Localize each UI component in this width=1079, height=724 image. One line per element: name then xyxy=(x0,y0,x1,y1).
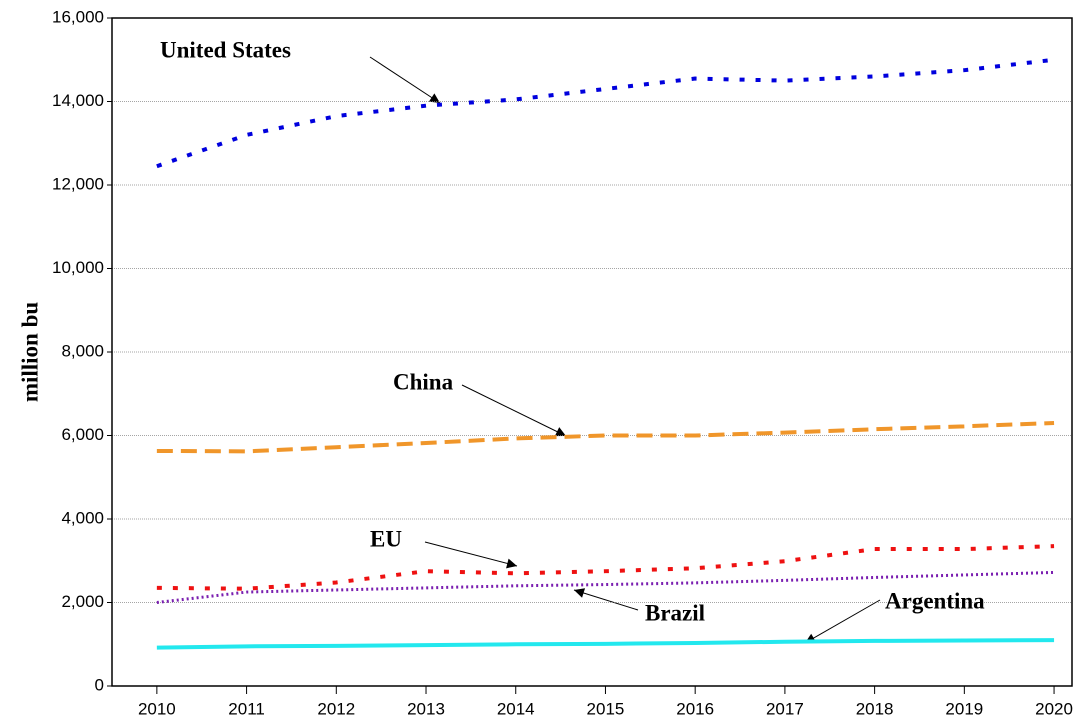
x-tick-label: 2014 xyxy=(497,699,535,718)
plot-frame xyxy=(111,17,1073,687)
series-line xyxy=(156,638,1055,650)
x-tick-label: 2017 xyxy=(766,699,804,718)
y-tick-label: 2,000 xyxy=(61,592,104,611)
y-tick-label: 6,000 xyxy=(61,425,104,444)
y-tick-label: 12,000 xyxy=(52,174,104,193)
arrow xyxy=(424,541,518,569)
series-line xyxy=(156,570,1055,604)
arrow xyxy=(369,56,441,104)
x-tick-label: 2011 xyxy=(228,699,265,718)
annotation-arrows xyxy=(369,56,881,644)
arrow xyxy=(573,588,639,611)
y-tick-label: 10,000 xyxy=(52,258,104,277)
y-axis-label: million bu xyxy=(17,302,42,403)
y-tick-label: 8,000 xyxy=(61,341,104,360)
x-tick-label: 2020 xyxy=(1035,699,1073,718)
x-tick-label: 2013 xyxy=(407,699,445,718)
series-label: United States xyxy=(160,37,291,62)
x-tick-label: 2010 xyxy=(138,699,176,718)
series-label: China xyxy=(393,369,454,394)
series-line xyxy=(156,544,1055,591)
x-tick-label: 2018 xyxy=(856,699,894,718)
x-tick-label: 2019 xyxy=(945,699,983,718)
y-tick-label: 0 xyxy=(95,675,104,694)
y-tick-label: 4,000 xyxy=(61,508,104,527)
series-line xyxy=(156,57,1055,169)
x-tick-label: 2012 xyxy=(317,699,355,718)
series-label: Brazil xyxy=(645,600,705,625)
arrow xyxy=(804,599,881,644)
series-label: EU xyxy=(370,526,402,551)
x-tick-label: 2015 xyxy=(587,699,625,718)
arrow xyxy=(461,384,567,437)
x-tick-label: 2016 xyxy=(676,699,714,718)
series-line xyxy=(156,420,1055,454)
y-tick-label: 14,000 xyxy=(52,91,104,110)
y-tick-label: 16,000 xyxy=(52,7,104,26)
series-label: Argentina xyxy=(885,588,985,613)
